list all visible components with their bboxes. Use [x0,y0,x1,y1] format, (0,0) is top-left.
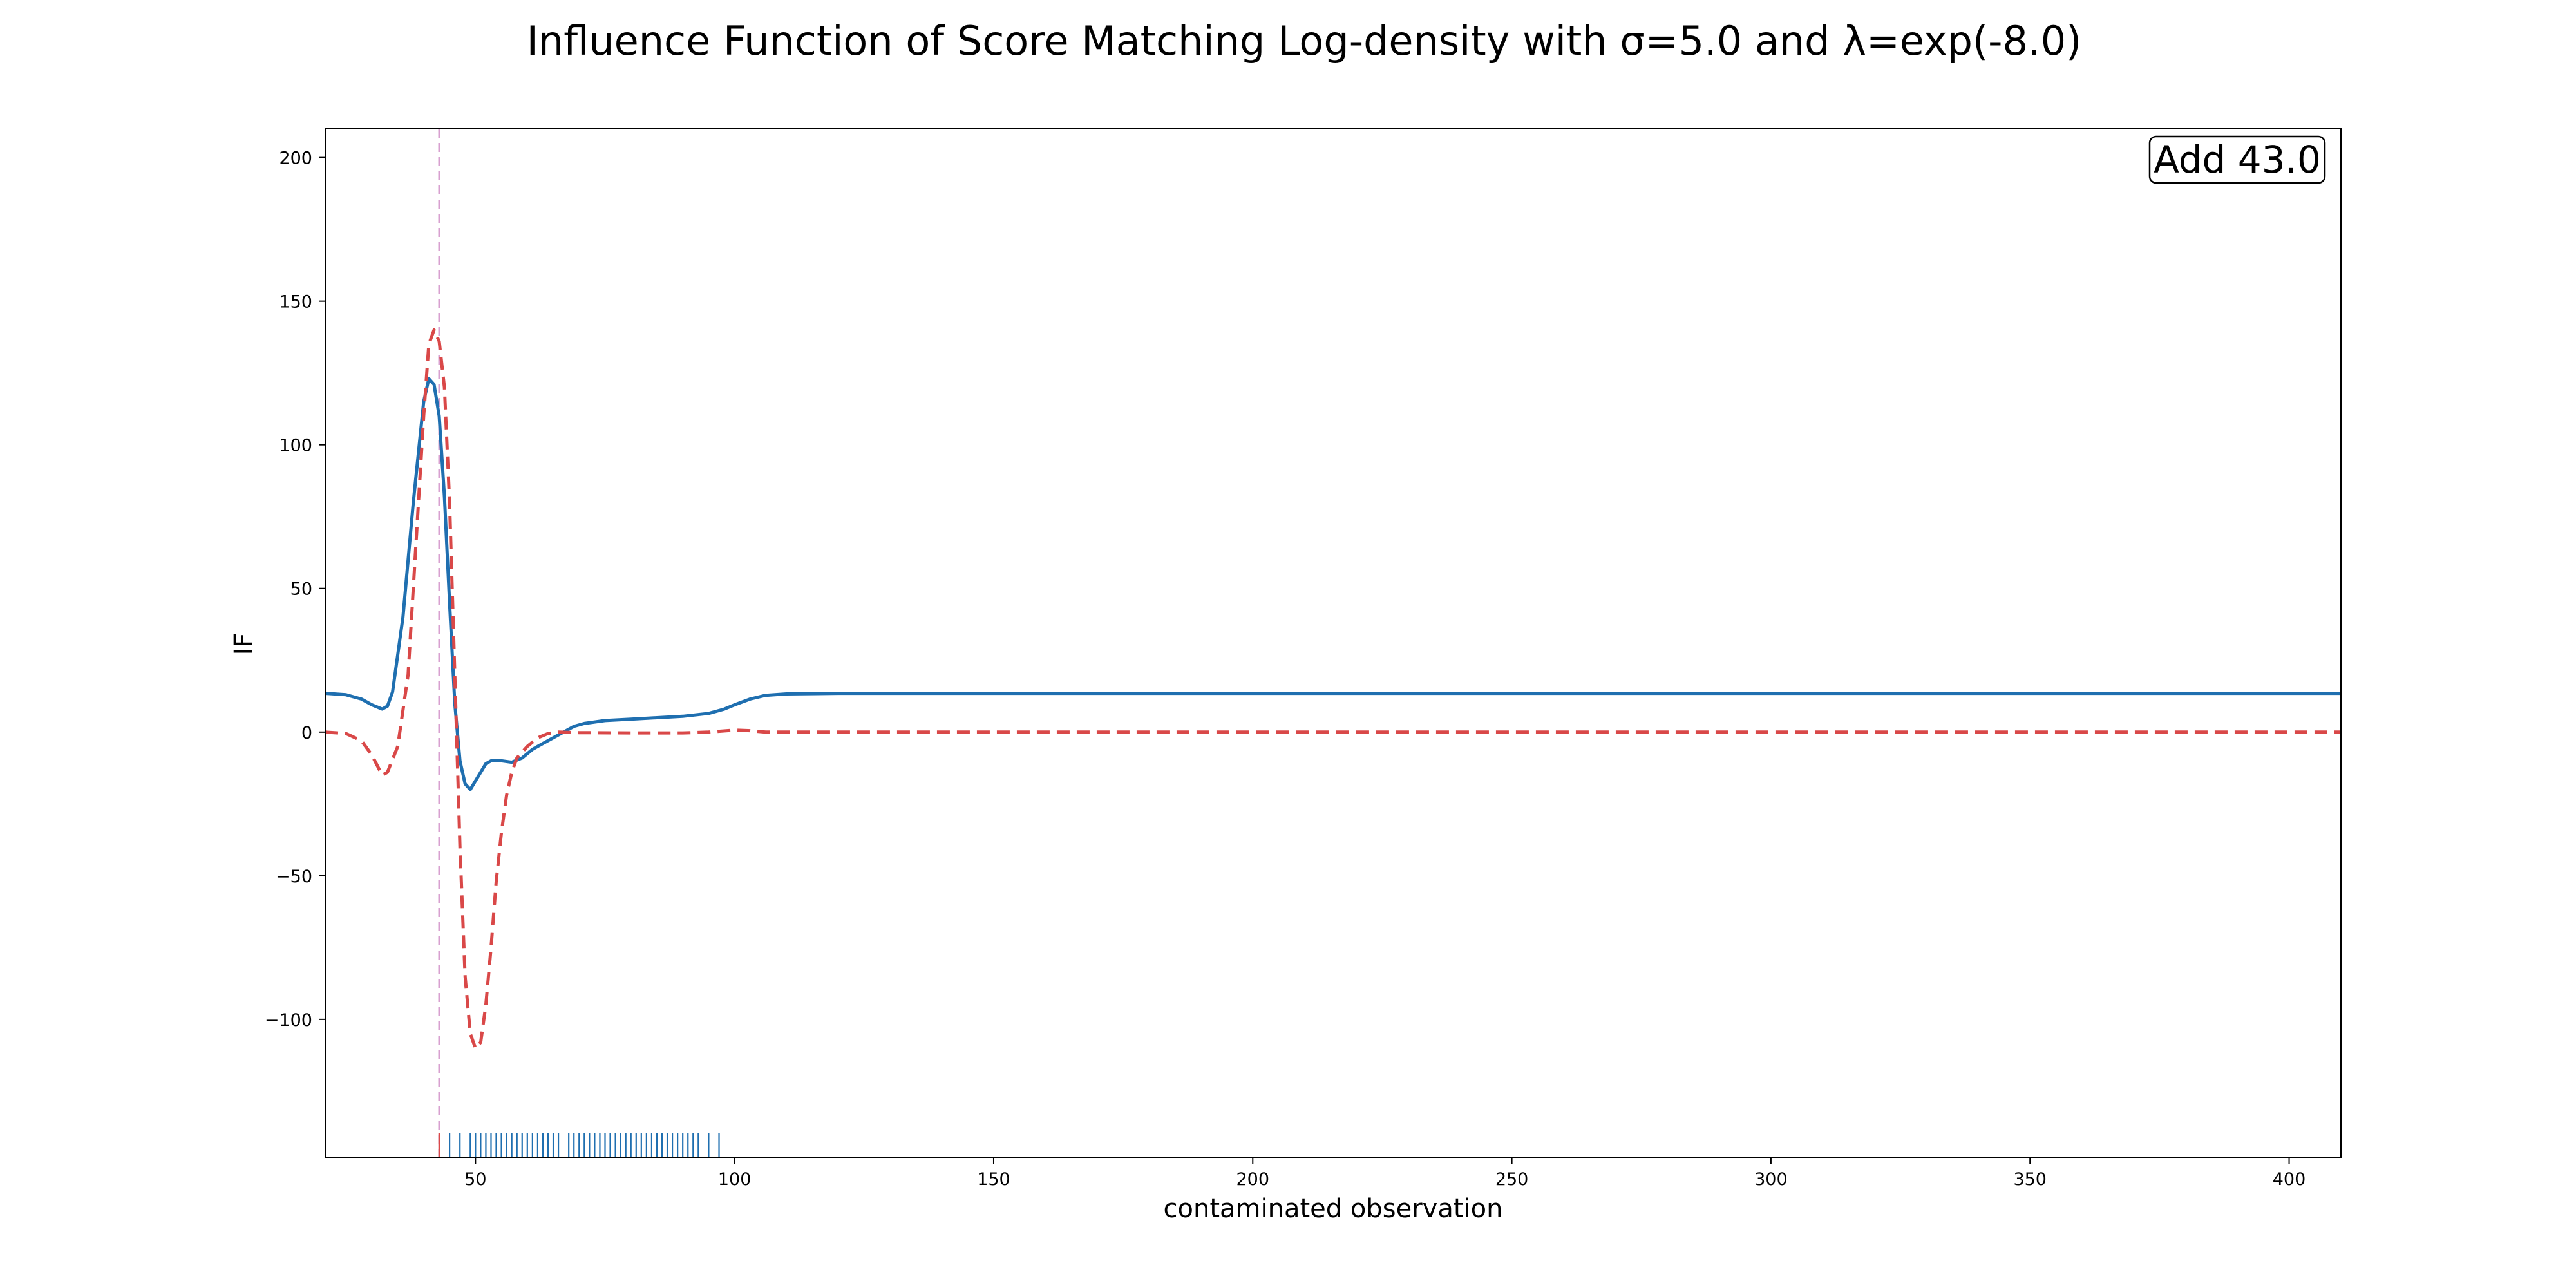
y-tick-label: 100 [279,436,312,456]
x-tick-label: 200 [1236,1170,1270,1189]
x-tick-label: 150 [977,1170,1010,1189]
series-layer [325,328,2341,1050]
plot-area [325,128,2342,1158]
plot-frame [325,128,2342,1158]
y-tick-label: 200 [279,149,312,169]
y-axis: −100 −50 0 50 100 150 200 [265,149,325,1030]
series-line-1 [325,377,2341,791]
rug-layer [438,1133,720,1157]
y-axis-label: IF [229,633,259,656]
annotation-text: Add 43.0 [2154,138,2321,182]
y-tick-label: −50 [276,867,312,887]
x-tick-label: 250 [1495,1170,1529,1189]
x-axis: 50 100 150 200 250 300 350 400 [464,1157,2306,1189]
x-tick-label: 400 [2273,1170,2306,1189]
series-line-2 [325,328,2341,1050]
y-tick-label: 0 [301,723,312,743]
x-tick-label: 350 [2013,1170,2047,1189]
x-tick-label: 100 [718,1170,752,1189]
y-tick-label: −100 [265,1010,312,1030]
y-tick-label: 50 [290,580,312,600]
x-tick-label: 300 [1754,1170,1788,1189]
annotation-box: Add 43.0 [2148,135,2326,184]
y-tick-label: 150 [279,292,312,312]
annotation-frame [2148,135,2326,184]
x-axis-label: contaminated observation [1164,1194,1503,1224]
x-tick-label: 50 [464,1170,486,1189]
chart-title: Influence Function of Score Matching Log… [527,17,2082,64]
